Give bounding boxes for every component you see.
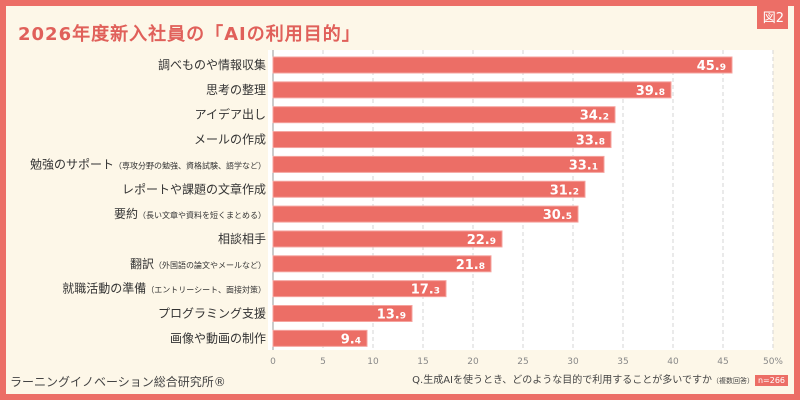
x-tick-label: 0 <box>270 357 276 367</box>
x-tick-label: 10 <box>367 357 379 367</box>
bar-value-label: 31.2 <box>550 183 579 198</box>
bar <box>272 305 413 322</box>
category-label: 調べものや情報収集 <box>158 57 266 72</box>
bar <box>272 106 616 124</box>
bar-value-label: 30.5 <box>543 208 572 223</box>
x-tick-label: 45 <box>717 357 728 367</box>
bar-value-label: 21.8 <box>456 258 485 273</box>
brand-name: ラーニングイノベーション総合研究所® <box>10 375 226 389</box>
figure-label: 図2 <box>756 6 788 29</box>
question-note: （複数回答） <box>712 377 754 385</box>
plot-area <box>268 50 773 350</box>
x-tick-label: 15 <box>417 357 428 367</box>
bar-value-label: 33.8 <box>576 134 605 149</box>
category-label: プログラミング支援 <box>158 307 266 321</box>
category-label: 就職活動の準備（エントリーシート、面接対策） <box>62 281 266 296</box>
bar <box>272 180 586 198</box>
x-tick-label: 30 <box>567 357 579 367</box>
bar-value-label: 9.4 <box>341 332 361 347</box>
bar <box>272 280 447 298</box>
category-label: アイデア出し <box>195 107 266 122</box>
x-tick-label: 25 <box>517 357 528 367</box>
category-label: 画像や動画の制作 <box>170 331 266 345</box>
x-tick-label: 50% <box>763 357 783 367</box>
bar-value-label: 33.1 <box>569 158 598 173</box>
bar <box>272 205 579 223</box>
bar <box>272 255 492 273</box>
category-label: 翻訳（外国語の論文やメールなど） <box>130 256 266 271</box>
bar-value-label: 13.9 <box>377 308 406 323</box>
sample-size-badge: n=266 <box>754 375 788 386</box>
category-label: 思考の整理 <box>206 82 266 97</box>
survey-question: Q.生成AIを使うとき、どのような目的で利用することが多いですか（複数回答） <box>412 371 754 386</box>
category-label: 勉強のサポート（専攻分野の勉強、資格試験、語学など） <box>30 157 266 171</box>
question-text: Q.生成AIを使うとき、どのような目的で利用することが多いですか <box>412 375 712 386</box>
x-tick-label: 20 <box>467 357 479 367</box>
category-label: 要約（長い文章や資料を短くまとめる） <box>114 206 266 221</box>
bar <box>272 81 672 99</box>
bar-value-label: 22.9 <box>467 233 496 248</box>
bar-value-label: 17.3 <box>411 283 440 298</box>
category-label: 相談相手 <box>218 231 266 246</box>
chart-title: 2026年度新入社員の「AIの利用目的」 <box>18 24 361 45</box>
bar <box>272 155 605 173</box>
bar <box>272 131 612 149</box>
x-tick-label: 35 <box>617 357 628 367</box>
bar <box>272 230 503 248</box>
bar-value-label: 39.8 <box>636 84 665 99</box>
x-tick-label: 40 <box>667 357 679 367</box>
bar-value-label: 34.2 <box>580 109 609 124</box>
x-tick-label: 5 <box>320 357 326 367</box>
category-label: メールの作成 <box>194 133 266 147</box>
bar <box>272 329 368 347</box>
category-label: レポートや課題の文章作成 <box>122 181 266 196</box>
bar <box>272 56 733 74</box>
bar-value-label: 45.9 <box>697 59 726 74</box>
